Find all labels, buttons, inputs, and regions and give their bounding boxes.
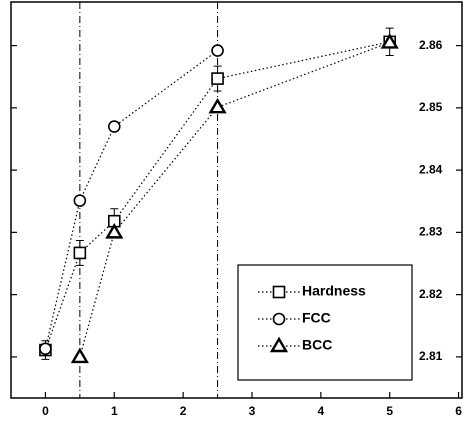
data-point [73, 246, 87, 260]
legend-marker [272, 285, 286, 299]
x-tick-label: 2 [180, 404, 187, 418]
legend-marker [269, 336, 289, 353]
series-line [44, 41, 390, 351]
y-tick-label: 2.82 [419, 287, 443, 301]
x-tick-label: 1 [111, 404, 118, 418]
y-tick-label: 2.83 [419, 225, 443, 239]
x-tick-label: 4 [318, 404, 325, 418]
data-point [208, 97, 227, 114]
data-point [105, 222, 124, 239]
y-tick-label: 2.84 [419, 162, 443, 176]
y-tick-label: 2.86 [419, 38, 443, 52]
x-tick-label: 0 [42, 404, 49, 418]
data-point [211, 44, 224, 57]
x-tick-label: 3 [249, 404, 256, 418]
data-point [211, 72, 224, 85]
legend-label: FCC [302, 310, 331, 326]
data-point [70, 347, 89, 364]
y-tick-label: 2.81 [419, 349, 443, 363]
legend: Hardness FCC BCC [237, 264, 413, 381]
legend-label: Hardness [302, 283, 366, 299]
data-point [380, 33, 399, 49]
data-point [107, 120, 121, 133]
series-line [44, 50, 218, 349]
x-tick-label: 6 [455, 404, 462, 418]
legend-box [237, 264, 413, 381]
data-point [73, 194, 87, 207]
legend-marker [272, 312, 286, 326]
plot-frame [10, 1, 463, 399]
y-tick-label: 2.85 [419, 100, 443, 114]
x-tick-label: 5 [386, 404, 393, 418]
series-line [79, 41, 390, 358]
data-point [39, 342, 52, 356]
legend-label: BCC [302, 337, 332, 353]
